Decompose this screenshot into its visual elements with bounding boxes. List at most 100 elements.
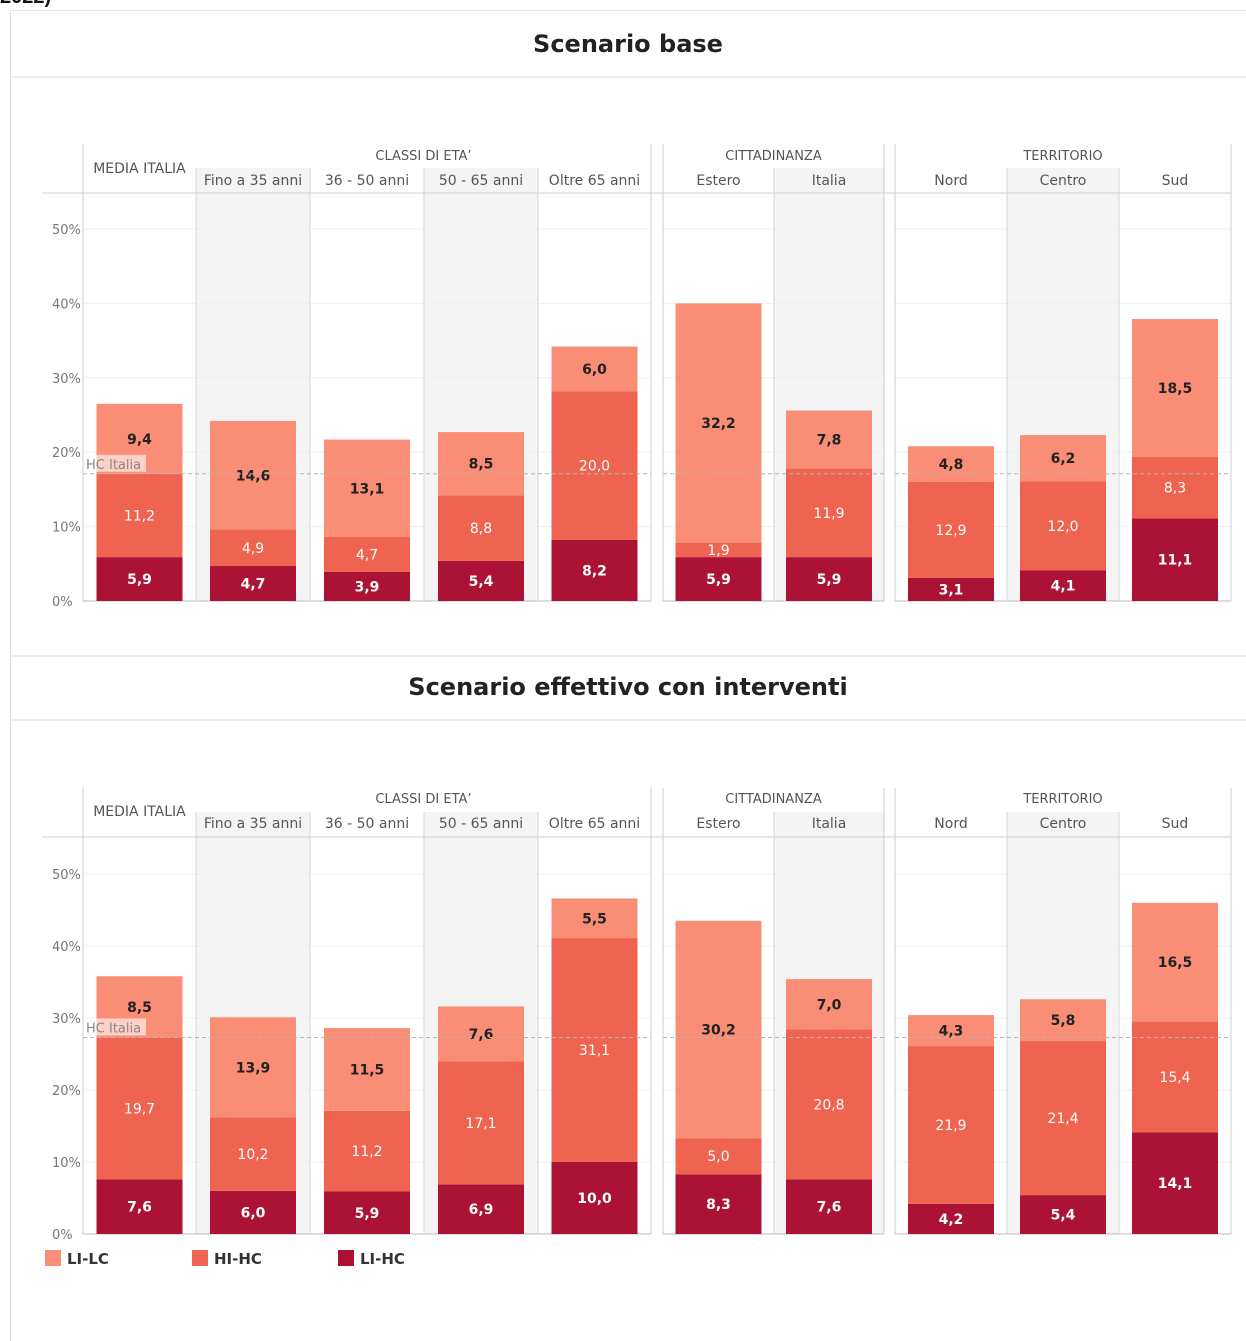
bar-segment-li-hc [675,557,762,601]
data-label: 4,8 [939,457,964,473]
data-label: 4,3 [939,1024,964,1040]
bar-segment-hi-hc [675,1138,762,1175]
data-label: 8,5 [127,1000,152,1016]
chart-title-scenario-effettivo: Scenario effettivo con interventi [408,673,848,701]
data-label: 6,0 [241,1205,266,1221]
data-label: 4,2 [939,1212,964,1228]
data-label: 5,9 [355,1206,380,1222]
group-header: CITTADINANZA [725,149,822,164]
data-label: 13,9 [236,1060,271,1076]
data-label: 8,2 [582,563,607,579]
bar-segment-li-lc [908,1015,994,1047]
category-label: Centro [1040,173,1087,189]
bar-segment-li-hc [96,1179,183,1234]
bar-segment-li-hc [1132,518,1218,601]
category-label: Estero [696,173,740,189]
legend-label: LI-HC [360,1250,405,1268]
group-header: MEDIA ITALIA [93,161,186,177]
category-label: Estero [696,816,740,832]
bar-segment-li-hc [96,557,183,601]
category-label: 50 - 65 anni [439,173,523,189]
bar-segment-hi-hc [324,537,410,572]
data-label: 7,6 [817,1200,842,1216]
bar-segment-hi-hc [551,938,638,1162]
reference-label-bg [84,454,146,472]
legend-swatch [45,1250,61,1266]
bar-segment-li-lc [551,346,638,392]
data-label: 5,4 [1051,1208,1076,1224]
dashboard-frame [10,10,1246,1341]
bar-segment-li-hc [786,557,872,601]
bar-segment-hi-hc [438,1061,524,1185]
bar-segment-hi-hc [908,481,994,578]
data-label: 8,5 [469,457,494,473]
bar-segment-li-lc [438,432,524,496]
bar-segment-li-lc [1132,902,1218,1022]
bar-segment-hi-hc [96,1037,183,1180]
legend-label: LI-LC [67,1250,109,1268]
bar-segment-hi-hc [786,1029,872,1180]
data-label: 11,2 [124,508,155,524]
bar-segment-li-hc [551,1162,638,1234]
legend-swatch [192,1250,208,1266]
bar-segment-li-hc [786,1179,872,1234]
category-label: 50 - 65 anni [439,816,523,832]
category-label: Fino a 35 anni [204,173,302,189]
category-label: Fino a 35 anni [204,816,302,832]
chart-scenario-base: 0% 10% 20% 30% 40% 50% MEDIA ITALIA CLASSI DI E… [42,144,1232,610]
data-label: 14,6 [236,468,271,484]
data-label: 8,8 [470,521,492,537]
bar-segment-hi-hc [675,542,762,558]
data-label: 3,9 [355,579,380,595]
bar-segment-li-lc [786,979,872,1030]
data-label: 5,9 [817,572,842,588]
category-label: Centro [1040,816,1087,832]
bar-segment-hi-hc [210,1117,296,1191]
group-header: CLASSI DI ETA’ [375,149,471,164]
data-label: 8,3 [1164,481,1186,497]
data-label: 21,9 [935,1118,966,1134]
data-label: 5,9 [127,572,152,588]
category-label: Sud [1162,173,1189,189]
y-tick-label: 0% [52,1228,73,1243]
data-label: 11,5 [350,1062,385,1078]
data-label: 11,9 [813,506,844,522]
data-label: 4,9 [242,541,264,557]
category-label: Oltre 65 anni [549,173,640,189]
data-label: 4,7 [356,548,378,564]
data-label: 10,0 [577,1191,612,1207]
data-label: 6,9 [469,1202,494,1218]
data-label: 17,1 [465,1116,496,1132]
legend-swatch [338,1250,354,1266]
data-label: 7,8 [817,433,842,449]
category-label: 36 - 50 anni [325,173,409,189]
bar-segment-li-hc [438,560,524,601]
bar-segment-li-lc [324,439,410,538]
bar-segment-li-hc [1020,1195,1106,1234]
bar-segment-li-hc [908,577,994,601]
legend-label: HI-HC [214,1250,262,1268]
group-header: CITTADINANZA [725,792,822,807]
category-label: 36 - 50 anni [325,816,409,832]
y-tick-label: 10% [52,521,81,536]
reference-label: HC Italia [86,458,141,473]
data-label: 5,9 [706,572,731,588]
panel-divider [10,655,1246,657]
data-label: 10,2 [237,1147,268,1163]
category-label: Italia [812,173,847,189]
data-label: 6,2 [1051,451,1076,467]
group-header: MEDIA ITALIA [93,804,186,820]
bar-segment-li-hc [438,1184,524,1234]
bar-segment-li-lc [786,410,872,469]
category-label: Nord [934,816,967,832]
data-label: 5,4 [469,574,494,590]
data-label: 12,0 [1047,519,1078,535]
data-label: 6,0 [582,362,607,378]
bar-segment-li-hc [324,1191,410,1234]
y-tick-label: 10% [52,1156,81,1171]
data-label: 5,0 [707,1149,729,1165]
bar-segment-hi-hc [908,1046,994,1204]
data-label: 11,2 [351,1144,382,1160]
y-tick-label: 50% [52,223,81,238]
